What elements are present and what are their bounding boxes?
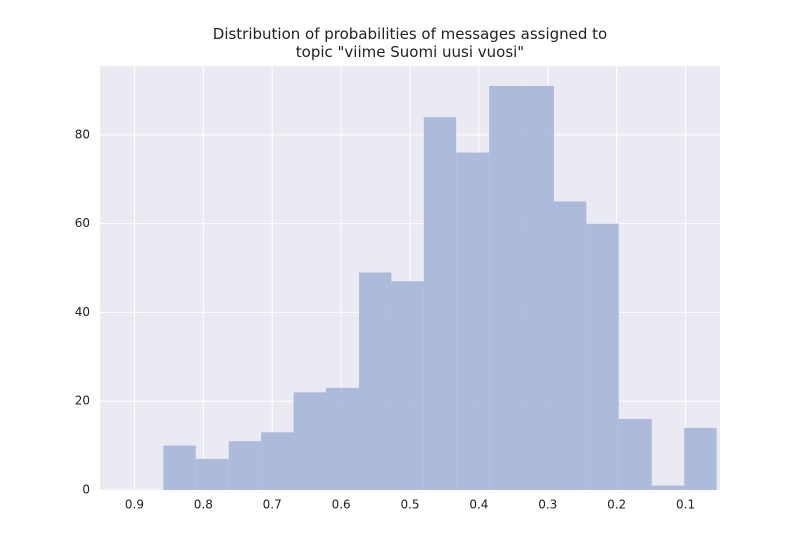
bar (586, 223, 619, 491)
bar (293, 392, 326, 490)
bar (325, 387, 360, 490)
bar (456, 152, 490, 490)
bar (618, 418, 652, 490)
bar (261, 432, 294, 490)
x-tick-label: 0.9 (125, 498, 144, 512)
y-tick-label: 60 (75, 216, 90, 230)
bar (521, 85, 554, 490)
bar (651, 485, 685, 490)
bar (163, 445, 196, 490)
y-tick-label: 0 (82, 483, 90, 497)
bar (228, 441, 262, 490)
bar (684, 427, 717, 490)
bar (195, 458, 229, 490)
x-tick-label: 0.7 (263, 498, 282, 512)
x-tick-label: 0.5 (400, 498, 419, 512)
bar (359, 272, 392, 490)
x-tick-label: 0.2 (607, 498, 626, 512)
x-tick-label: 0.3 (538, 498, 557, 512)
y-tick-label: 80 (75, 127, 90, 141)
chart-title: Distribution of probabilities of message… (212, 25, 608, 61)
bar (391, 281, 424, 490)
y-tick-label: 40 (75, 305, 90, 319)
x-tick-label: 0.1 (676, 498, 695, 512)
x-tick-label: 0.8 (194, 498, 213, 512)
y-tick-label: 20 (75, 394, 90, 408)
bar (423, 117, 457, 491)
x-tick-label: 0.4 (469, 498, 488, 512)
x-tick-label: 0.6 (332, 498, 351, 512)
bar (489, 85, 522, 490)
bar (553, 201, 587, 490)
